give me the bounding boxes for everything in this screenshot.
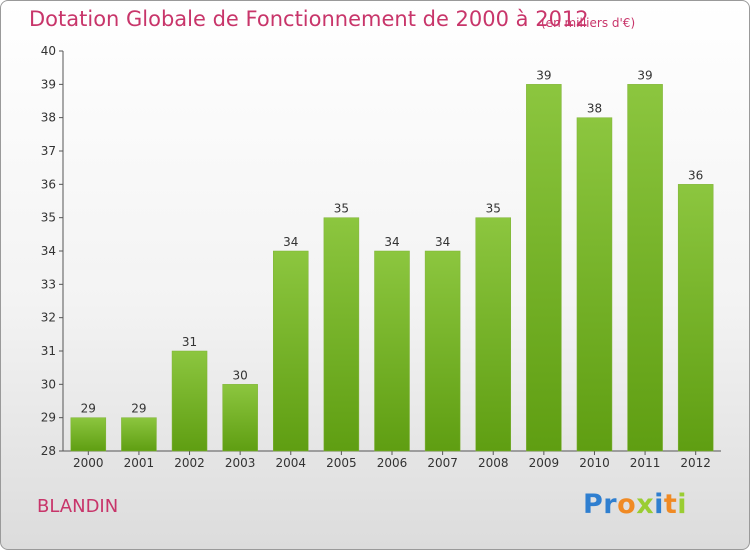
bar <box>526 84 562 452</box>
bar <box>424 250 461 452</box>
bar <box>222 384 258 452</box>
chart-unit: (en milliers d'€) <box>541 16 636 30</box>
bar-value-label: 38 <box>587 102 602 116</box>
bar-value-label: 34 <box>384 235 399 249</box>
bar <box>323 217 360 452</box>
bar-value-label: 31 <box>182 335 197 349</box>
logo-letter: P <box>583 489 604 520</box>
y-tick-label: 37 <box>41 144 56 158</box>
logo-letter: t <box>663 489 678 520</box>
x-tick-label: 2009 <box>529 456 560 470</box>
bar-value-label: 35 <box>486 202 501 216</box>
y-tick-label: 38 <box>41 111 56 125</box>
bar-value-label: 34 <box>435 235 450 249</box>
x-tick-label: 2007 <box>427 456 458 470</box>
y-tick-label: 32 <box>41 311 56 325</box>
x-tick-label: 2006 <box>377 456 408 470</box>
y-tick-label: 30 <box>41 377 56 391</box>
bar-value-label: 30 <box>233 368 248 382</box>
bar-value-label: 39 <box>637 68 652 82</box>
chart-title: Dotation Globale de Fonctionnement de 20… <box>29 7 589 31</box>
y-tick-label: 40 <box>41 44 56 58</box>
y-tick-label: 35 <box>41 211 56 225</box>
x-tick-label: 2001 <box>124 456 155 470</box>
logo-letter: o <box>617 489 637 520</box>
bar <box>576 117 613 452</box>
y-tick-label: 34 <box>41 244 56 258</box>
logo-letter: r <box>603 489 618 520</box>
bar <box>627 84 663 452</box>
x-tick-label: 2000 <box>73 456 104 470</box>
bar <box>677 184 714 452</box>
bar <box>121 417 157 452</box>
x-tick-label: 2004 <box>275 456 306 470</box>
x-tick-label: 2010 <box>579 456 610 470</box>
logo-letter: i <box>677 489 688 520</box>
x-tick-label: 2003 <box>225 456 256 470</box>
y-tick-label: 33 <box>41 277 56 291</box>
bar-value-label: 35 <box>334 202 349 216</box>
bar <box>70 417 107 452</box>
y-tick-label: 39 <box>41 77 56 91</box>
bar-value-label: 34 <box>283 235 298 249</box>
bar-value-label: 39 <box>536 68 551 82</box>
x-tick-label: 2005 <box>326 456 357 470</box>
y-tick-label: 36 <box>41 177 56 191</box>
x-tick-label: 2002 <box>174 456 205 470</box>
bar <box>374 250 410 452</box>
bar-value-label: 29 <box>81 402 96 416</box>
bar <box>171 350 208 452</box>
logo-letter: i <box>654 489 664 520</box>
logo-letter: x <box>636 489 655 520</box>
proxiti-logo: Proxiti <box>583 489 687 520</box>
y-tick-label: 31 <box>41 344 56 358</box>
y-tick-label: 29 <box>41 411 56 425</box>
bar <box>273 250 309 452</box>
bar-value-label: 36 <box>688 168 703 182</box>
bar-value-label: 29 <box>131 402 146 416</box>
bar <box>475 217 511 452</box>
x-tick-label: 2012 <box>680 456 711 470</box>
y-tick-label: 28 <box>41 444 56 458</box>
x-tick-label: 2011 <box>630 456 661 470</box>
commune-name: BLANDIN <box>37 496 119 517</box>
x-tick-label: 2008 <box>478 456 509 470</box>
